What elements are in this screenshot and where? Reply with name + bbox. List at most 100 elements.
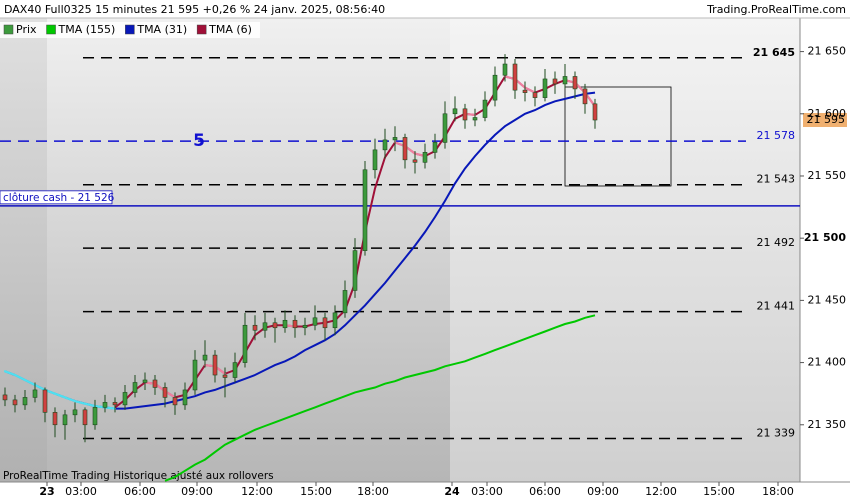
candle-body	[52, 412, 58, 426]
indicator-down-segment	[523, 86, 537, 94]
candle-body	[552, 78, 558, 85]
candle-body	[62, 414, 68, 426]
candle-body	[412, 159, 418, 163]
y-tick-label: 21 600	[808, 107, 847, 120]
candle-body	[322, 317, 328, 329]
x-tick-label: 03:00	[65, 485, 97, 498]
candle-body	[422, 152, 428, 163]
candle-body	[382, 139, 388, 151]
candle-body	[222, 374, 228, 378]
last-price-box	[803, 113, 847, 128]
candle-body	[12, 399, 18, 406]
candle-body	[152, 379, 158, 388]
x-tick-label: 24	[444, 485, 460, 498]
candle-body	[202, 354, 208, 361]
y-tick-label: 21 400	[808, 356, 847, 369]
candle-body	[192, 359, 198, 391]
candle-body	[542, 78, 548, 98]
x-tick-label: 06:00	[529, 485, 561, 498]
candle-body	[2, 394, 8, 401]
candle-body	[502, 63, 508, 76]
candle-body	[352, 250, 358, 291]
candle-body	[272, 322, 278, 329]
indicator-down-segment	[53, 392, 67, 399]
y-tick-label: 21 500	[804, 231, 846, 244]
candle-body	[462, 108, 468, 121]
candle-body	[582, 88, 588, 105]
legend-swatch	[196, 24, 207, 35]
y-tick-label: 21 350	[808, 418, 847, 431]
last-price-label: 21 595	[807, 113, 846, 126]
indicator-down-segment	[83, 402, 97, 408]
candle-body	[472, 117, 478, 121]
candle-body	[72, 409, 78, 416]
x-tick-label: 23	[39, 485, 54, 498]
session-bg	[450, 18, 800, 482]
candle-body	[32, 389, 38, 398]
y-tick-label: 21 450	[808, 293, 847, 306]
candle-body	[22, 397, 28, 406]
indicator-down-segment	[13, 373, 27, 382]
candle-body	[92, 407, 98, 426]
drawn-rectangle	[564, 86, 672, 187]
candle-body	[512, 63, 518, 91]
level-label: 21 441	[757, 300, 796, 313]
cash-close-box	[0, 190, 113, 205]
x-tick-label: 12:00	[241, 485, 273, 498]
level-label: 21 492	[757, 236, 796, 249]
candle-body	[112, 402, 118, 406]
candle-body	[442, 113, 448, 143]
candle-body	[292, 319, 298, 329]
candle-body	[262, 322, 268, 331]
candle-body	[42, 389, 48, 413]
chart-title: DAX40 Full0325 15 minutes 21 595 +0,26 %…	[4, 3, 385, 16]
price-axis	[800, 18, 850, 482]
candle-body	[122, 392, 128, 406]
candle-body	[142, 379, 148, 383]
candle-body	[102, 402, 108, 408]
indicator-down-segment	[3, 370, 17, 377]
x-tick-label: 03:00	[471, 485, 503, 498]
x-tick-label: 12:00	[645, 485, 677, 498]
session-bg	[0, 18, 47, 482]
candle-body	[82, 409, 88, 426]
candle-body	[592, 103, 598, 121]
y-tick-label: 21 550	[808, 169, 847, 182]
session-bg	[47, 18, 450, 482]
source: Trading.ProRealTime.com	[706, 3, 846, 16]
x-tick-label: 18:00	[762, 485, 794, 498]
candle-body	[392, 137, 398, 141]
candle-body	[242, 324, 248, 363]
level-label: 21 578	[757, 129, 796, 142]
candle-body	[362, 169, 368, 251]
candle-body	[232, 362, 238, 378]
legend-swatch	[125, 24, 135, 35]
candle-body	[302, 324, 308, 329]
indicator-line	[164, 314, 596, 482]
x-tick-label: 15:00	[300, 485, 332, 498]
x-tick-label: 15:00	[703, 485, 735, 498]
legend-swatch	[3, 24, 14, 35]
candle-body	[252, 324, 258, 331]
candle-body	[452, 108, 458, 115]
candle-body	[282, 319, 288, 329]
candle-body	[342, 290, 348, 314]
candle-body	[132, 382, 138, 393]
candle-body	[562, 76, 568, 85]
x-tick-label: 06:00	[124, 485, 156, 498]
legend-label: Prix	[16, 23, 37, 36]
y-tick-label: 21 650	[808, 45, 847, 58]
legend-swatch	[46, 24, 56, 35]
cash-close-label: clôture cash - 21 526	[3, 192, 115, 204]
candle-body	[172, 397, 178, 406]
candle-body	[402, 137, 408, 161]
legend-label: TMA (6)	[208, 23, 252, 36]
candle-body	[212, 354, 218, 376]
candle-body	[182, 389, 188, 406]
footer: ProRealTime Trading Historique ajusté au…	[3, 470, 274, 482]
indicator-down-segment	[73, 400, 87, 405]
candle-body	[492, 74, 498, 101]
candle-body	[432, 142, 438, 153]
x-tick-label: 09:00	[181, 485, 213, 498]
